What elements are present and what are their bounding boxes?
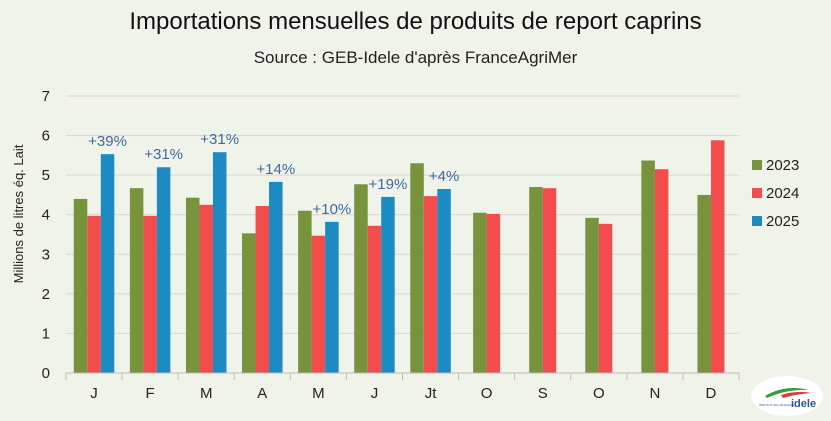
logo-swoosh-green (765, 388, 809, 398)
bar-2025-M (325, 221, 339, 373)
bars (73, 140, 725, 373)
legend-swatch-2023 (752, 160, 762, 170)
bar-2023-J (354, 184, 368, 373)
y-tick-label: 0 (42, 365, 50, 382)
bar-2025-A (269, 181, 283, 373)
y-axis: 0 1 2 3 4 5 6 7 (42, 88, 50, 382)
bar-2023-F (129, 188, 144, 373)
bar-2025-Jt (437, 188, 451, 373)
x-tick-label: J (90, 385, 98, 402)
percent-annotation: +4% (429, 168, 459, 185)
legend-label-2023: 2023 (766, 157, 799, 174)
legend-swatch-2024 (752, 188, 762, 198)
x-tick-label: Jt (425, 385, 438, 402)
bar-2024-N (654, 169, 669, 373)
percent-annotation: +10% (312, 201, 351, 218)
bar-2023-A (242, 233, 256, 373)
chart-subtitle: Source : GEB-Idele d'après FranceAgriMer (253, 48, 578, 67)
y-tick-label: 2 (42, 286, 50, 303)
x-tick-label: J (371, 385, 379, 402)
legend: 2023 2024 2025 (752, 157, 799, 230)
percent-annotation: +31% (144, 146, 183, 163)
y-tick-label: 3 (42, 246, 50, 263)
bar-2024-J (87, 215, 101, 373)
percent-annotation: +19% (369, 176, 408, 193)
logo-caption: INSTITUT DE L'ÉLEVAGE (759, 402, 794, 407)
x-tick-label: D (706, 385, 717, 402)
x-tick-label: O (481, 385, 493, 402)
y-tick-label: 1 (42, 325, 50, 342)
chart-title: Importations mensuelles de produits de r… (129, 8, 702, 35)
bar-2024-Jt (423, 196, 438, 373)
bar-2023-N (641, 160, 655, 373)
bar-2024-M (311, 235, 326, 373)
bar-2024-M (199, 204, 213, 373)
percent-annotation: +39% (88, 133, 127, 150)
logo-text: idele (791, 398, 816, 410)
bar-2023-M (185, 197, 200, 373)
y-tick-label: 7 (42, 88, 50, 105)
bar-2023-J (73, 198, 88, 373)
bar-2024-O (598, 223, 613, 373)
bar-2023-O (585, 217, 599, 373)
bar-2025-M (212, 152, 227, 373)
bar-2024-S (542, 188, 557, 373)
x-tick-label: A (257, 385, 267, 402)
bar-2024-J (367, 225, 382, 373)
bar-2024-O (486, 213, 501, 373)
y-axis-label: Millions de litres éq. Lait (11, 144, 26, 283)
bar-2025-J (100, 154, 115, 373)
y-tick-label: 4 (42, 207, 50, 224)
x-axis: J F M A M J Jt O S O N D (65, 372, 740, 402)
bar-2023-S (529, 187, 543, 373)
y-tick-label: 5 (42, 167, 50, 184)
x-tick-label: O (593, 385, 605, 402)
x-tick-label: M (200, 385, 213, 402)
bar-2024-A (255, 206, 270, 373)
bar-2023-O (473, 212, 487, 373)
percent-annotation: +14% (256, 161, 295, 178)
bar-2025-J (381, 196, 395, 373)
idele-logo: INSTITUT DE L'ÉLEVAGE idele (751, 376, 823, 416)
bar-2024-F (143, 215, 157, 373)
percent-annotation: +31% (200, 131, 239, 148)
bar-2024-D (710, 140, 725, 373)
annotations: +39% +31% +31% +14% +10% +19% +4% (88, 131, 459, 218)
bar-2023-M (298, 210, 312, 373)
x-tick-label: M (312, 385, 325, 402)
legend-label-2025: 2025 (766, 213, 799, 230)
y-tick-label: 6 (42, 128, 50, 145)
x-tick-label: S (538, 385, 548, 402)
legend-swatch-2025 (752, 216, 762, 226)
bar-2023-D (697, 194, 711, 373)
legend-label-2024: 2024 (766, 185, 799, 202)
logo-swoosh-red (781, 391, 811, 398)
bar-2025-F (156, 167, 171, 373)
bar-2023-Jt (410, 163, 424, 373)
x-tick-label: F (146, 385, 155, 402)
x-tick-label: N (649, 385, 660, 402)
